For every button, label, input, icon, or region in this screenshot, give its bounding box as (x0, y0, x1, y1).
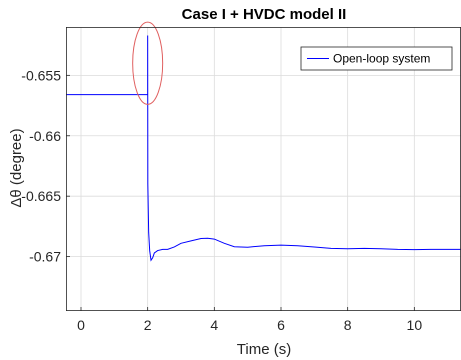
y-tick-label: -0.665 (21, 188, 61, 204)
x-tick-label: 6 (277, 317, 285, 333)
x-axis-label: Time (s) (237, 341, 291, 358)
axes-background (66, 27, 461, 311)
x-tick-label: 8 (344, 317, 352, 333)
chart-title: Case I + HVDC model II (182, 6, 347, 23)
legend-box (300, 46, 453, 71)
legend: Open-loop system (300, 46, 453, 71)
y-tick-label: -0.67 (29, 249, 61, 265)
x-tick-label: 0 (77, 317, 85, 333)
y-tick-label: -0.655 (21, 67, 61, 83)
series-line-open-loop-system (66, 35, 461, 262)
x-tick-label: 4 (210, 317, 218, 333)
y-axis-ticks: -0.655 -0.66 -0.665 -0.67 (21, 67, 70, 265)
annotation-layer (132, 21, 164, 105)
highlight-ellipse (132, 21, 164, 105)
y-axis-label: Δθ (degree) (8, 128, 25, 207)
x-axis-ticks: 0 2 4 6 8 10 (77, 307, 422, 333)
plot-area (66, 21, 461, 312)
x-tick-label: 2 (144, 317, 152, 333)
y-tick-label: -0.66 (29, 128, 61, 144)
x-tick-label: 10 (407, 317, 423, 333)
grid (66, 27, 461, 311)
legend-entry-open-loop-system: Open-loop system (333, 52, 430, 66)
series-layer (66, 35, 461, 262)
